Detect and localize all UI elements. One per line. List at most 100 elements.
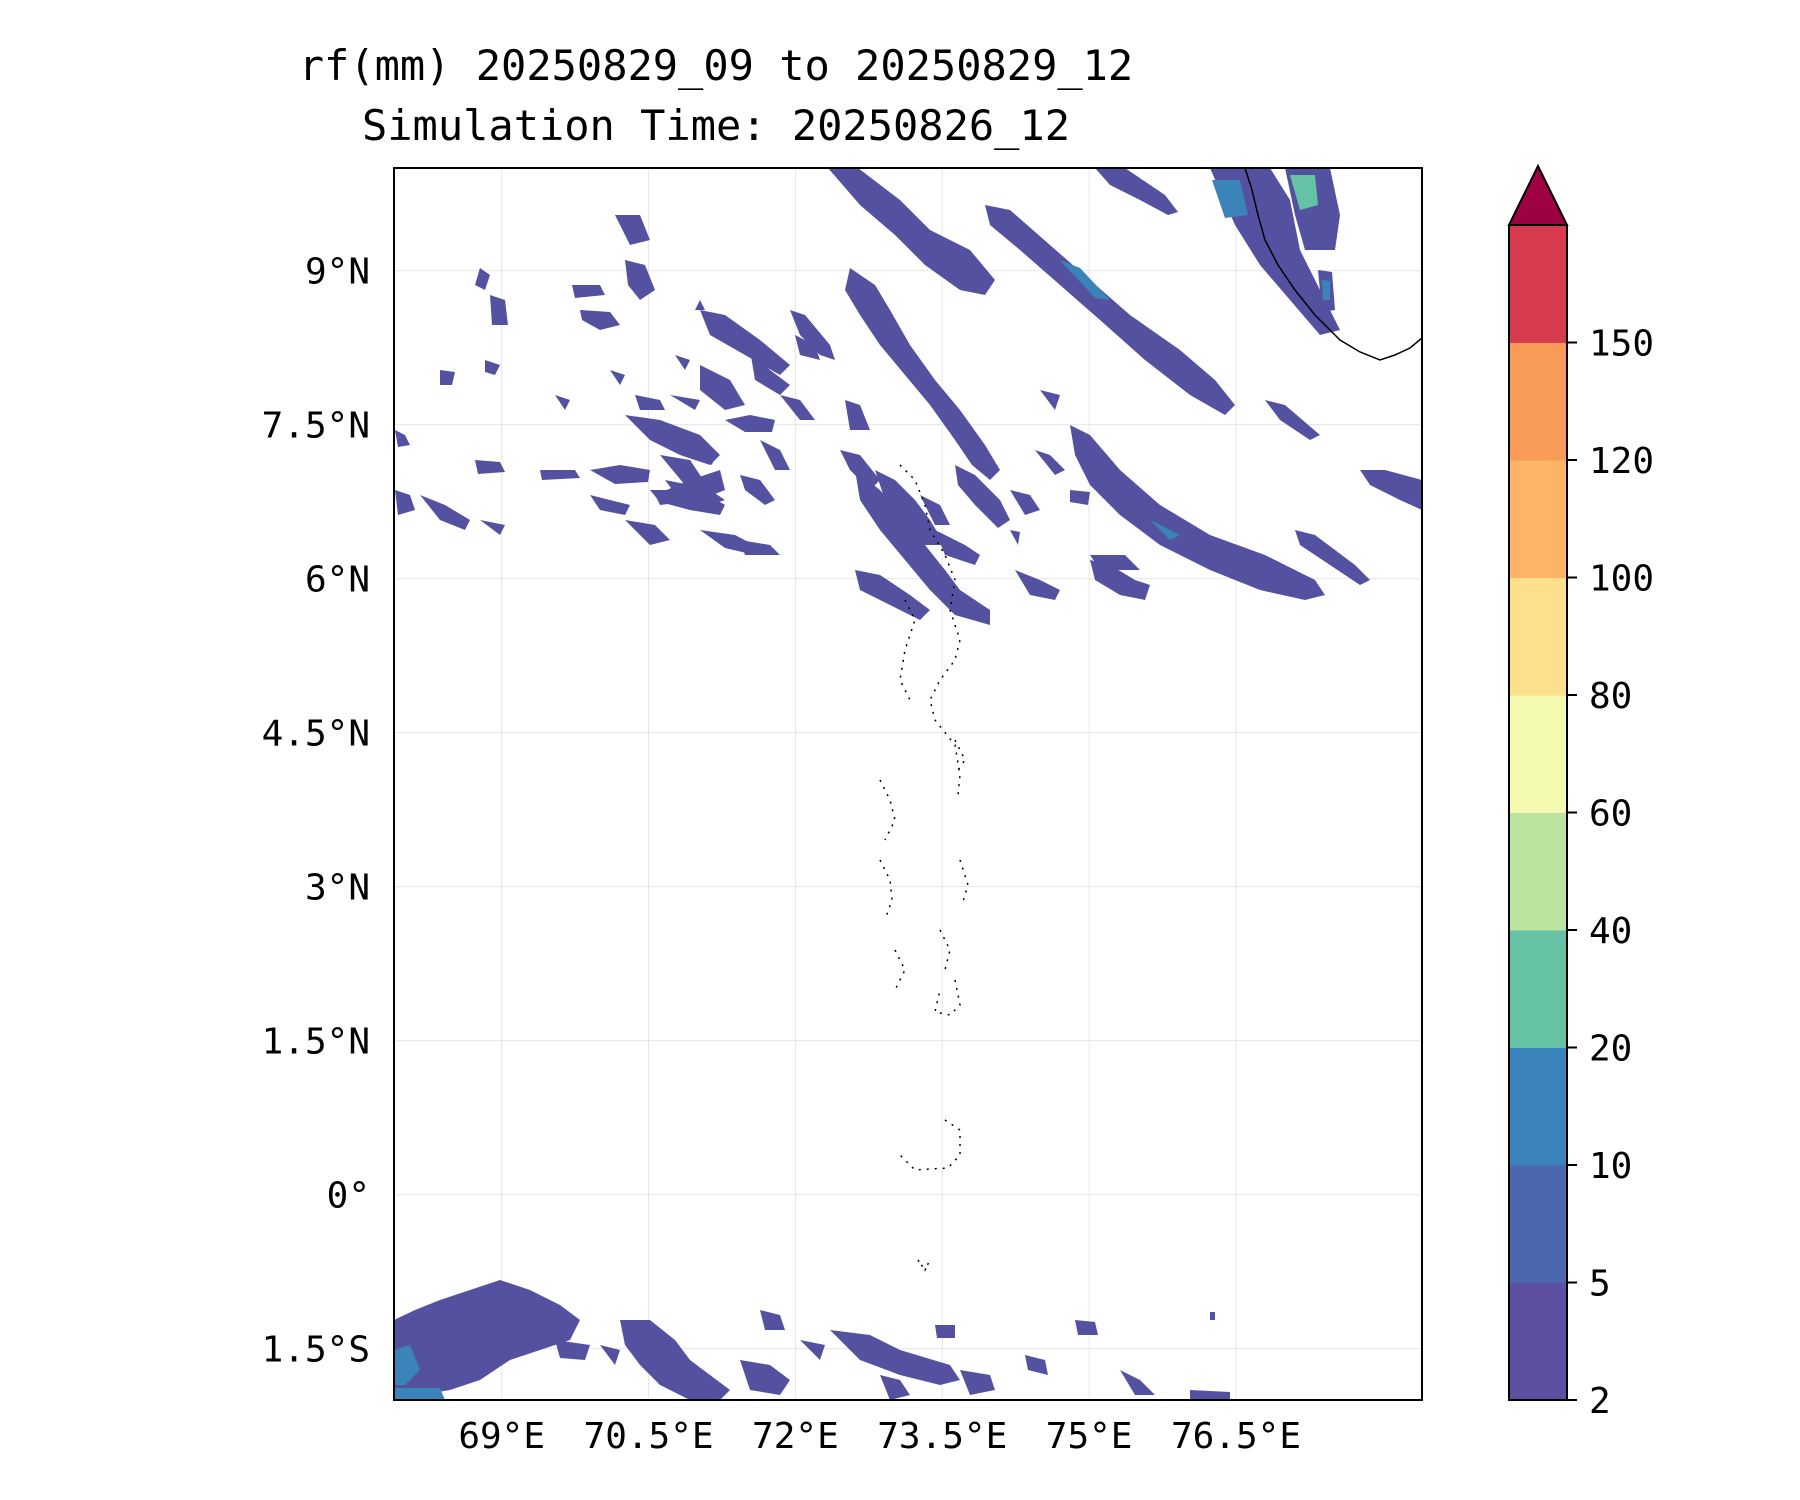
rain-band: [840, 450, 880, 490]
rain-band: [590, 495, 630, 515]
maldives-atoll: [917, 1259, 931, 1272]
rain-band: [760, 440, 790, 470]
rain-band: [855, 570, 930, 620]
rain-band: [700, 365, 745, 410]
y-tick-label: 9°N: [305, 252, 370, 293]
y-axis-labels: 9°N 7.5°N 6°N 4.5°N 3°N 1.5°N 0° 1.5°S: [262, 252, 370, 1371]
rain-band: [740, 475, 775, 505]
y-tick-label: 7.5°N: [262, 406, 370, 447]
rain-band: [790, 310, 835, 360]
rain-band: [845, 400, 870, 430]
maldives-atoll: [959, 859, 969, 906]
rain-area: [600, 1345, 620, 1365]
rain-band: [580, 310, 620, 330]
rain-band: [665, 480, 700, 500]
rain-band: [1360, 470, 1422, 510]
colorbar-level-label: 40: [1589, 911, 1632, 952]
rain-band: [1010, 490, 1040, 515]
rain-area: [1025, 1355, 1048, 1375]
map-subtitle: Simulation Time: 20250826_12: [361, 101, 1070, 150]
colorbar-segment: [1509, 342, 1567, 461]
rain-band: [475, 460, 505, 474]
rain-band: [635, 395, 665, 410]
rain-area: [394, 1280, 580, 1400]
rain-band: [555, 395, 570, 410]
colorbar-segment: [1509, 1047, 1567, 1166]
rain-band: [1150, 520, 1180, 540]
rain-area: [830, 1330, 960, 1385]
rain-band: [1095, 168, 1178, 215]
rain-band: [780, 395, 815, 420]
colorbar-level-label: 100: [1589, 559, 1654, 600]
map-title: rf(mm) 20250829_09 to 20250829_12: [298, 41, 1134, 90]
colorbar-level-label: 2: [1589, 1381, 1611, 1422]
map-frame: [393, 167, 1423, 1401]
rain-band: [1295, 530, 1370, 585]
rain-band: [700, 310, 790, 375]
maldives-atoll: [879, 779, 896, 841]
rain-area: [935, 1325, 955, 1338]
india-coastline: [1244, 168, 1422, 361]
y-tick-label: 4.5°N: [262, 714, 370, 755]
rain-band: [1040, 390, 1060, 410]
y-tick-label: 3°N: [305, 868, 370, 909]
rain-band: [750, 350, 790, 395]
colorbar-labels: 2 5 10 20 40 60 80 100 120 150: [1567, 324, 1654, 1422]
rain-band: [420, 495, 470, 530]
rain-band: [670, 395, 700, 410]
rain-band: [395, 430, 410, 447]
y-tick-label: 1.5°N: [262, 1022, 370, 1063]
y-tick-label: 6°N: [305, 560, 370, 601]
colorbar-level-label: 10: [1589, 1146, 1632, 1187]
x-tick-label: 70.5°E: [584, 1416, 714, 1457]
colorbar-level-label: 20: [1589, 1029, 1632, 1070]
rain-area: [960, 1370, 995, 1395]
x-tick-label: 69°E: [458, 1416, 545, 1457]
rain-band: [955, 465, 1010, 528]
rain-band: [1035, 450, 1065, 475]
rain-area: [394, 1388, 445, 1400]
x-tick-label: 76.5°E: [1171, 1416, 1301, 1457]
rain-band: [1265, 400, 1320, 440]
rain-band: [935, 530, 980, 565]
rain-band: [828, 168, 995, 295]
rain-area: [394, 1345, 420, 1385]
rain-band: [475, 268, 490, 290]
colorbar-level-label: 60: [1589, 794, 1632, 835]
rain-area: [620, 1320, 730, 1400]
colorbar-segment: [1509, 695, 1567, 813]
rain-band: [440, 370, 455, 385]
rain-band: [625, 260, 655, 300]
rain-band: [855, 470, 990, 625]
colorbar-segment: [1509, 577, 1567, 696]
rain-band: [590, 465, 650, 484]
rain-band: [395, 490, 415, 515]
rain-band: [610, 370, 625, 385]
rain-band: [920, 495, 950, 525]
rain-area: [740, 1360, 790, 1395]
rain-band: [480, 520, 505, 535]
rain-band: [1212, 180, 1248, 218]
maldives-atoll: [879, 859, 893, 921]
y-tick-label: 0°: [327, 1176, 370, 1217]
rain-band: [725, 415, 775, 432]
rain-band: [985, 205, 1235, 415]
rain-band: [540, 470, 580, 480]
colorbar-segment: [1509, 225, 1567, 343]
rain-area: [1190, 1390, 1230, 1400]
rain-band: [845, 268, 1000, 480]
rain-band: [1070, 490, 1090, 505]
coastline: [879, 168, 1422, 1272]
colorbar-segment: [1509, 930, 1567, 1048]
rain-band: [740, 540, 780, 555]
rain-band: [1070, 425, 1325, 600]
x-tick-label: 75°E: [1046, 1416, 1133, 1457]
rain-band: [795, 335, 820, 360]
colorbar-segment: [1509, 1165, 1567, 1283]
rain-area: [880, 1375, 910, 1400]
colorbar-segment: [1509, 812, 1567, 931]
rain-band: [1290, 175, 1318, 210]
colorbar-extend-arrow: [1507, 163, 1569, 226]
y-tick-label: 1.5°S: [262, 1330, 370, 1371]
